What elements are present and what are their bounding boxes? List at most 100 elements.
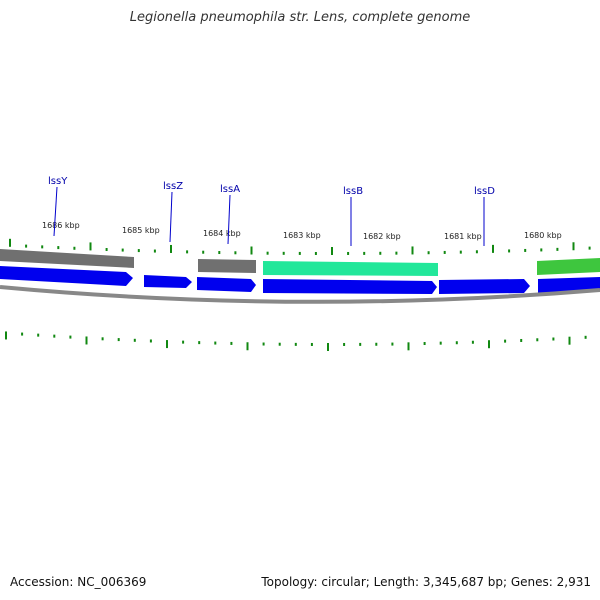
cds-arrow-5[interactable] bbox=[439, 279, 530, 294]
inner-tick bbox=[246, 342, 249, 351]
inner-tick bbox=[37, 333, 40, 337]
gene-label-lssY[interactable]: lssY bbox=[48, 176, 68, 187]
outer-tick bbox=[524, 248, 527, 252]
outer-tick bbox=[153, 249, 156, 253]
gene-label-lssA[interactable]: lssA bbox=[220, 184, 240, 195]
cds-arrow-3[interactable] bbox=[197, 277, 256, 292]
inner-tick bbox=[182, 340, 185, 344]
scale-label-1681: 1681 kbp bbox=[444, 232, 482, 241]
outer-tick bbox=[508, 249, 511, 253]
outer-tick bbox=[475, 250, 478, 254]
outer-tick bbox=[202, 250, 205, 254]
scale-label-1686: 1686 kbp bbox=[42, 221, 80, 230]
scale-label-1682: 1682 kbp bbox=[363, 232, 401, 241]
inner-tick bbox=[455, 341, 458, 345]
inner-tick bbox=[391, 342, 394, 346]
gray-feature-lssY[interactable] bbox=[0, 249, 134, 268]
inner-tick bbox=[327, 342, 329, 351]
inner-tick bbox=[5, 331, 7, 340]
inner-tick bbox=[568, 336, 571, 345]
green-feature[interactable] bbox=[537, 258, 600, 275]
outer-tick bbox=[186, 250, 189, 254]
accession-label: Accession: NC_006369 bbox=[10, 575, 147, 589]
outer-tick bbox=[363, 251, 366, 255]
inner-tick bbox=[53, 334, 56, 338]
cds-arrow-6[interactable] bbox=[538, 277, 600, 293]
outer-tick-ring bbox=[9, 238, 591, 255]
teal-feature-lssB[interactable] bbox=[263, 261, 438, 276]
outer-tick bbox=[73, 246, 76, 250]
inner-tick bbox=[101, 337, 104, 341]
inner-tick bbox=[520, 338, 523, 342]
genome-summary: Topology: circular; Length: 3,345,687 bp… bbox=[261, 575, 591, 589]
inner-tick bbox=[149, 339, 152, 343]
outer-tick bbox=[25, 244, 28, 248]
cds-arrow-2[interactable] bbox=[144, 275, 192, 288]
feature-ring bbox=[0, 249, 600, 276]
cds-arrow-4[interactable] bbox=[263, 279, 437, 294]
inner-tick bbox=[166, 340, 168, 349]
outer-tick bbox=[218, 251, 221, 255]
scale-label-1684: 1684 kbp bbox=[203, 229, 241, 238]
outer-tick bbox=[105, 248, 108, 252]
inner-tick bbox=[85, 336, 88, 345]
gene-label-lssB[interactable]: lssB bbox=[343, 186, 363, 197]
outer-tick bbox=[395, 251, 398, 255]
inner-tick bbox=[359, 342, 362, 346]
genome-backbone bbox=[0, 285, 600, 304]
outer-tick bbox=[57, 246, 60, 250]
inner-tick bbox=[230, 341, 233, 345]
leader-lssA bbox=[227, 194, 231, 245]
inner-tick bbox=[133, 338, 136, 342]
inner-tick bbox=[198, 341, 201, 345]
inner-tick bbox=[310, 342, 313, 346]
inner-tick-ring bbox=[5, 331, 587, 351]
inner-tick bbox=[423, 342, 426, 346]
outer-tick bbox=[89, 242, 92, 251]
outer-tick bbox=[379, 251, 382, 255]
outer-tick bbox=[266, 251, 269, 255]
inner-tick bbox=[69, 335, 72, 339]
gene-label-lssZ[interactable]: lssZ bbox=[163, 181, 183, 192]
outer-tick bbox=[170, 244, 172, 253]
outer-tick bbox=[572, 242, 575, 251]
outer-tick bbox=[9, 238, 11, 247]
outer-tick bbox=[41, 245, 44, 249]
leader-lssZ bbox=[169, 191, 173, 243]
inner-tick bbox=[584, 335, 587, 339]
inner-tick bbox=[439, 341, 442, 345]
outer-tick bbox=[459, 250, 462, 254]
cds-ring bbox=[0, 266, 600, 294]
outer-tick bbox=[427, 251, 430, 255]
inner-tick bbox=[117, 338, 120, 342]
outer-tick bbox=[314, 251, 317, 255]
outer-tick bbox=[443, 250, 446, 254]
gene-label-lssD[interactable]: lssD bbox=[474, 186, 495, 197]
map-title: Legionella pneumophila str. Lens, comple… bbox=[129, 10, 471, 25]
inner-tick bbox=[536, 338, 539, 342]
inner-tick bbox=[214, 341, 217, 345]
inner-tick bbox=[504, 339, 507, 343]
inner-tick bbox=[552, 337, 555, 341]
inner-tick bbox=[375, 342, 378, 346]
outer-tick bbox=[331, 246, 333, 255]
outer-tick bbox=[250, 246, 253, 255]
outer-tick bbox=[234, 251, 237, 255]
outer-tick bbox=[137, 249, 140, 253]
scale-labels: 1686 kbp 1685 kbp 1684 kbp 1683 kbp 1682… bbox=[42, 221, 562, 241]
outer-tick bbox=[411, 246, 414, 255]
outer-tick bbox=[588, 246, 591, 250]
inner-tick bbox=[488, 340, 490, 349]
outer-tick bbox=[347, 251, 350, 255]
gray-feature-lssA[interactable] bbox=[198, 259, 256, 273]
gene-labels: lssY lssZ lssA lssB lssD bbox=[48, 176, 495, 197]
scale-label-1685: 1685 kbp bbox=[122, 226, 160, 235]
inner-tick bbox=[294, 342, 297, 346]
inner-tick bbox=[343, 342, 346, 346]
scale-label-1680: 1680 kbp bbox=[524, 231, 562, 240]
leader-lssY bbox=[53, 186, 58, 237]
cds-arrow-1[interactable] bbox=[0, 266, 133, 286]
outer-tick bbox=[298, 251, 301, 255]
